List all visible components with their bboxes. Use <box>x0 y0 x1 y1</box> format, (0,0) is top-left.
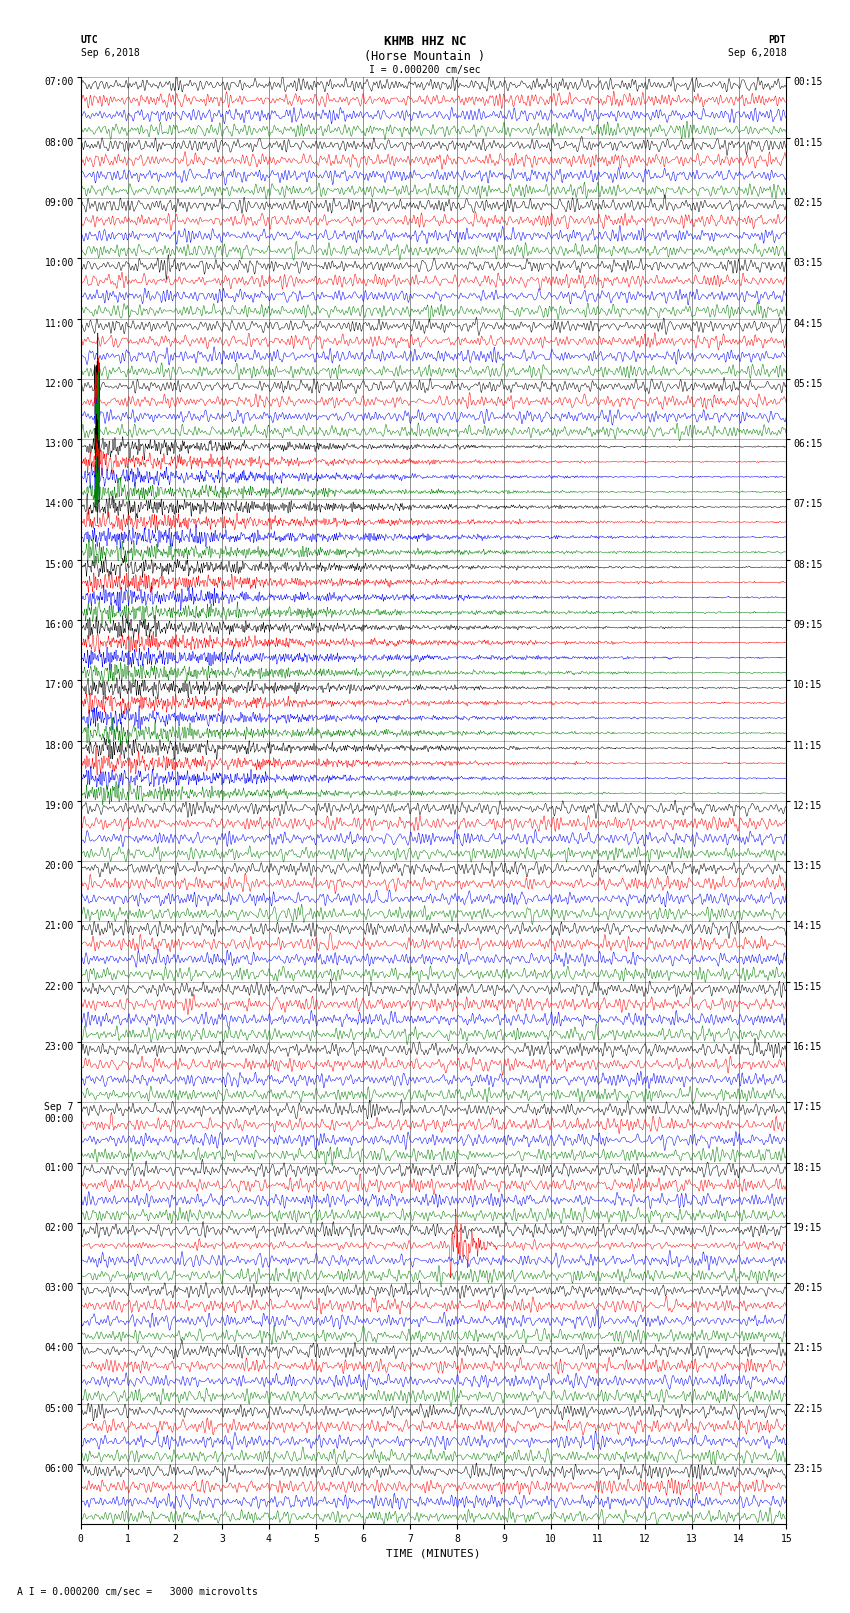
Text: Sep 6,2018: Sep 6,2018 <box>81 48 139 58</box>
Text: Sep 6,2018: Sep 6,2018 <box>728 48 786 58</box>
Text: UTC: UTC <box>81 35 99 45</box>
Text: (Horse Mountain ): (Horse Mountain ) <box>365 50 485 63</box>
Text: PDT: PDT <box>768 35 786 45</box>
Text: KHMB HHZ NC: KHMB HHZ NC <box>383 35 467 48</box>
Text: I = 0.000200 cm/sec: I = 0.000200 cm/sec <box>369 65 481 74</box>
Text: A I = 0.000200 cm/sec =   3000 microvolts: A I = 0.000200 cm/sec = 3000 microvolts <box>17 1587 258 1597</box>
X-axis label: TIME (MINUTES): TIME (MINUTES) <box>386 1548 481 1558</box>
